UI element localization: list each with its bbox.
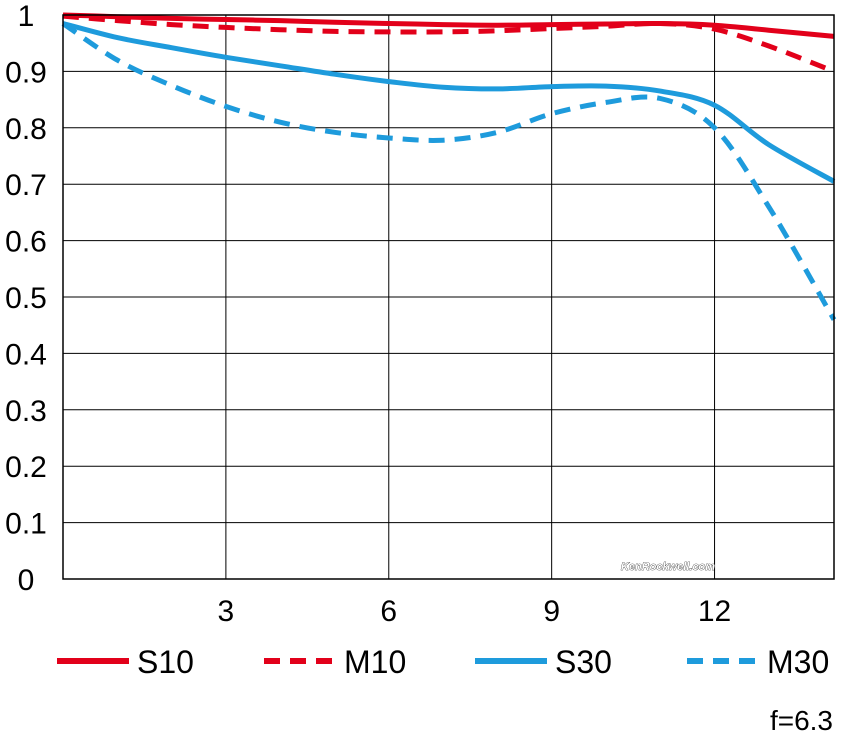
legend-label-s30: S30 xyxy=(555,644,612,680)
y-tick-labels: 0 0.1 0.2 0.3 0.4 0.5 0.6 0.7 0.8 0.9 1 xyxy=(5,0,47,597)
y-tick-label: 0.1 xyxy=(5,508,47,541)
y-tick-label: 1 xyxy=(18,0,35,33)
y-tick-label: 0.8 xyxy=(5,113,47,146)
x-tick-label: 9 xyxy=(543,595,560,628)
legend-label-m30: M30 xyxy=(767,644,829,680)
y-tick-label: 0.3 xyxy=(5,395,47,428)
plot-border xyxy=(62,14,835,580)
legend-label-m10: M10 xyxy=(344,644,406,680)
x-tick-label: 3 xyxy=(218,595,235,628)
x-tick-label: 6 xyxy=(380,595,397,628)
x-tick-labels: 3 6 9 12 xyxy=(218,595,732,628)
aperture-label: f=6.3 xyxy=(770,705,833,736)
legend-label-s10: S10 xyxy=(137,644,194,680)
x-tick-label: 12 xyxy=(698,595,731,628)
grid xyxy=(63,14,834,580)
y-tick-label: 0.7 xyxy=(5,169,47,202)
legend: S10 M10 S30 M30 xyxy=(57,644,829,680)
y-tick-label: 0.9 xyxy=(5,56,47,89)
y-tick-label: 0.2 xyxy=(5,451,47,484)
watermark: KenRockwell.com xyxy=(621,561,715,573)
plot-frame xyxy=(62,14,835,580)
y-tick-label: 0 xyxy=(18,564,35,597)
y-tick-label: 0.5 xyxy=(5,282,47,315)
series-lines xyxy=(61,12,837,321)
y-tick-label: 0.4 xyxy=(5,338,47,371)
y-tick-label: 0.6 xyxy=(5,226,47,259)
series-line-s10 xyxy=(62,12,835,39)
series-line-m30 xyxy=(61,21,837,321)
series-line-s30 xyxy=(62,21,836,184)
